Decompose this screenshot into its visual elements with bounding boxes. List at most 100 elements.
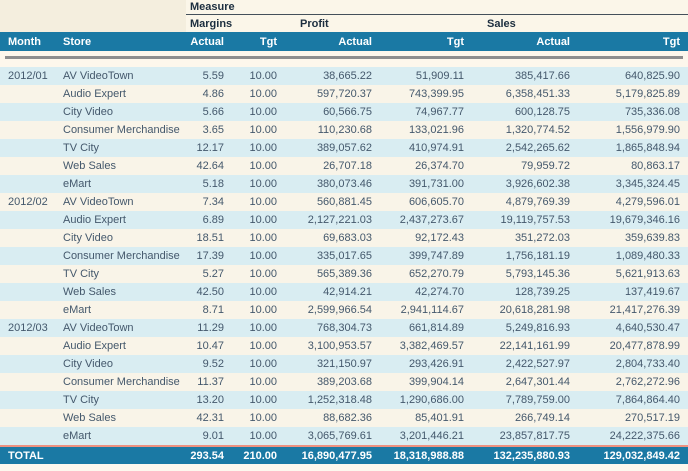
value-cell[interactable]: 8.71 <box>202 304 224 316</box>
store-cell[interactable]: eMart <box>63 430 92 442</box>
value-cell[interactable]: 20,477,878.99 <box>609 340 680 352</box>
table-row[interactable]: City Video 5.66 10.00 60,566.75 74,967.77 600… <box>0 103 688 121</box>
value-cell[interactable]: 10.00 <box>249 412 277 424</box>
value-cell[interactable]: 10.00 <box>249 142 277 154</box>
value-cell[interactable]: 600,128.75 <box>514 106 570 118</box>
month-cell[interactable] <box>0 427 60 445</box>
value-cell[interactable]: 19,679,346.16 <box>609 214 680 226</box>
value-cell[interactable]: 2,941,114.67 <box>400 304 464 316</box>
value-cell[interactable]: 391,731.00 <box>408 178 464 190</box>
value-cell[interactable]: 110,230.68 <box>317 124 372 136</box>
value-cell[interactable]: 17.39 <box>196 250 224 262</box>
value-cell[interactable]: 133,021.96 <box>408 124 464 136</box>
month-cell[interactable]: 2012/03 <box>8 322 48 334</box>
value-cell[interactable]: 6.89 <box>202 214 224 226</box>
store-cell[interactable]: Web Sales <box>63 412 116 424</box>
store-cell[interactable]: Audio Expert <box>63 340 126 352</box>
value-cell[interactable]: 10.00 <box>249 70 277 82</box>
value-cell[interactable]: 743,399.95 <box>408 88 464 100</box>
table-row[interactable]: TV City 12.17 10.00 389,057.62 410,974.91 2,5… <box>0 139 688 157</box>
value-cell[interactable]: 10.00 <box>249 160 277 172</box>
month-cell[interactable]: 2012/01 <box>8 70 48 82</box>
value-cell[interactable]: 410,974.91 <box>408 142 464 154</box>
value-cell[interactable]: 5.18 <box>202 178 224 190</box>
month-cell[interactable] <box>0 391 60 409</box>
value-cell[interactable]: 7.34 <box>202 196 224 208</box>
value-cell[interactable]: 389,203.68 <box>316 376 372 388</box>
value-cell[interactable]: 24,222,375.66 <box>609 430 680 442</box>
group-header-margins[interactable]: Margins <box>186 15 285 32</box>
value-cell[interactable]: 3,100,953.57 <box>307 340 372 352</box>
column-header-margins-actual[interactable]: Actual <box>190 35 224 48</box>
value-cell[interactable]: 79,959.72 <box>521 160 570 172</box>
store-cell[interactable]: City Video <box>63 358 113 370</box>
value-cell[interactable]: 1,290,686.00 <box>399 394 464 406</box>
value-cell[interactable]: 661,814.89 <box>408 322 464 334</box>
value-cell[interactable]: 5.66 <box>202 106 224 118</box>
value-cell[interactable]: 4.86 <box>202 88 224 100</box>
value-cell[interactable]: 60,566.75 <box>323 106 372 118</box>
month-cell[interactable] <box>0 85 60 103</box>
value-cell[interactable]: 10.00 <box>249 376 277 388</box>
value-cell[interactable]: 10.00 <box>249 304 277 316</box>
value-cell[interactable]: 38,665.22 <box>323 70 372 82</box>
store-cell[interactable]: TV City <box>63 394 100 406</box>
value-cell[interactable]: 13.20 <box>196 394 224 406</box>
store-cell[interactable]: Consumer Merchandise <box>63 124 180 136</box>
value-cell[interactable]: 42.64 <box>196 160 224 172</box>
month-cell[interactable] <box>0 409 60 427</box>
table-row[interactable]: Audio Expert 6.89 10.00 2,127,221.03 2,437,2… <box>0 211 688 229</box>
value-cell[interactable]: 11.29 <box>197 322 224 334</box>
table-row[interactable]: Web Sales 42.50 10.00 42,914.21 42,274.70 128… <box>0 283 688 301</box>
value-cell[interactable]: 10.00 <box>249 268 277 280</box>
table-row[interactable]: City Video 18.51 10.00 69,683.03 92,172.43 35… <box>0 229 688 247</box>
value-cell[interactable]: 51,909.11 <box>415 70 464 82</box>
value-cell[interactable]: 5,793,145.36 <box>505 268 570 280</box>
value-cell[interactable]: 735,336.08 <box>624 106 680 118</box>
value-cell[interactable]: 80,863.17 <box>631 160 680 172</box>
column-header-profit-actual[interactable]: Actual <box>338 35 372 48</box>
value-cell[interactable]: 385,417.66 <box>514 70 570 82</box>
column-header-profit-tgt[interactable]: Tgt <box>446 35 464 48</box>
value-cell[interactable]: 597,720.37 <box>316 88 372 100</box>
value-cell[interactable]: 652,270.79 <box>408 268 464 280</box>
table-row[interactable]: Consumer Merchandise 11.37 10.00 389,203.68… <box>0 373 688 391</box>
value-cell[interactable]: 9.52 <box>202 358 224 370</box>
month-cell[interactable] <box>0 157 60 175</box>
month-cell[interactable] <box>0 175 60 193</box>
value-cell[interactable]: 3,382,469.57 <box>399 340 464 352</box>
store-cell[interactable]: Web Sales <box>63 286 116 298</box>
store-cell[interactable]: eMart <box>63 304 92 316</box>
value-cell[interactable]: 2,762,272.96 <box>615 376 680 388</box>
value-cell[interactable]: 640,825.90 <box>624 70 680 82</box>
value-cell[interactable]: 3,345,324.45 <box>615 178 680 190</box>
month-cell[interactable] <box>0 211 60 229</box>
value-cell[interactable]: 26,374.70 <box>415 160 464 172</box>
value-cell[interactable]: 1,865,848.94 <box>615 142 680 154</box>
month-cell[interactable] <box>0 337 60 355</box>
value-cell[interactable]: 42.50 <box>196 286 224 298</box>
value-cell[interactable]: 10.00 <box>249 394 277 406</box>
month-cell[interactable] <box>0 121 60 139</box>
value-cell[interactable]: 21,417,276.39 <box>609 304 680 316</box>
value-cell[interactable]: 5,621,913.63 <box>615 268 680 280</box>
column-header-margins-tgt[interactable]: Tgt <box>259 35 277 48</box>
value-cell[interactable]: 389,057.62 <box>316 142 372 154</box>
store-cell[interactable]: TV City <box>63 142 100 154</box>
store-cell[interactable]: AV VideoTown <box>63 196 134 208</box>
value-cell[interactable]: 10.00 <box>249 322 277 334</box>
month-cell[interactable] <box>0 139 60 157</box>
month-cell[interactable] <box>0 229 60 247</box>
table-row[interactable]: Audio Expert 10.47 10.00 3,100,953.57 3,382,… <box>0 337 688 355</box>
value-cell[interactable]: 10.00 <box>249 430 277 442</box>
column-header-sales-tgt[interactable]: Tgt <box>662 35 680 48</box>
value-cell[interactable]: 5,179,825.89 <box>615 88 680 100</box>
store-cell[interactable]: Consumer Merchandise <box>63 376 180 388</box>
store-cell[interactable]: AV VideoTown <box>63 70 134 82</box>
table-row[interactable]: 2012/01 AV VideoTown 5.59 10.00 38,665.22 51,… <box>0 67 688 85</box>
value-cell[interactable]: 335,017.65 <box>316 250 372 262</box>
value-cell[interactable]: 399,904.14 <box>408 376 464 388</box>
value-cell[interactable]: 4,640,530.47 <box>615 322 680 334</box>
value-cell[interactable]: 10.00 <box>249 286 277 298</box>
value-cell[interactable]: 10.00 <box>249 88 277 100</box>
